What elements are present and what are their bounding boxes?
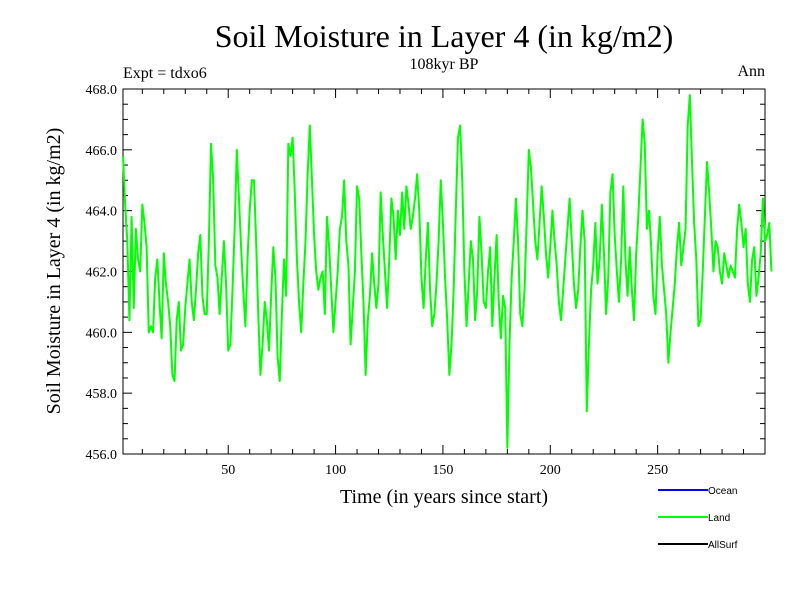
y-tick-label: 468.0 (86, 83, 118, 98)
legend-label-ocean: Ocean (708, 486, 737, 497)
y-tick-label: 466.0 (86, 144, 118, 159)
minor-ticks (123, 89, 765, 454)
chart-title: Soil Moisture in Layer 4 (in kg/m2) (215, 18, 674, 54)
y-tick-label: 456.0 (86, 448, 118, 463)
legend: Ocean Land AllSurf (658, 486, 738, 551)
y-tick-labels: 456.0 458.0 460.0 462.0 464.0 466.0 468.0 (86, 83, 118, 463)
series-line-land (122, 94, 773, 449)
x-tick-label: 100 (325, 463, 346, 478)
x-tick-label: 250 (647, 463, 668, 478)
y-axis-label: Soil Moisture in Layer 4 (in kg/m2) (43, 128, 65, 415)
y-tick-label: 462.0 (86, 266, 118, 281)
y-tick-label: 458.0 (86, 387, 118, 402)
x-tick-label: 200 (540, 463, 561, 478)
legend-item-land: Land (658, 513, 730, 524)
legend-label-allsurf: AllSurf (708, 540, 738, 551)
period-label: Ann (737, 63, 765, 80)
legend-item-ocean: Ocean (658, 486, 737, 497)
legend-label-land: Land (708, 513, 730, 524)
x-axis-label: Time (in years since start) (340, 486, 548, 508)
x-tick-label: 50 (221, 463, 235, 478)
y-tick-label: 464.0 (86, 205, 118, 220)
experiment-label: Expt = tdxo6 (123, 65, 207, 82)
legend-item-allsurf: AllSurf (658, 540, 738, 551)
chart-subtitle: 108kyr BP (410, 56, 479, 73)
x-tick-label: 150 (432, 463, 453, 478)
y-tick-label: 460.0 (86, 326, 118, 341)
x-tick-labels: 50 100 150 200 250 (221, 463, 668, 478)
